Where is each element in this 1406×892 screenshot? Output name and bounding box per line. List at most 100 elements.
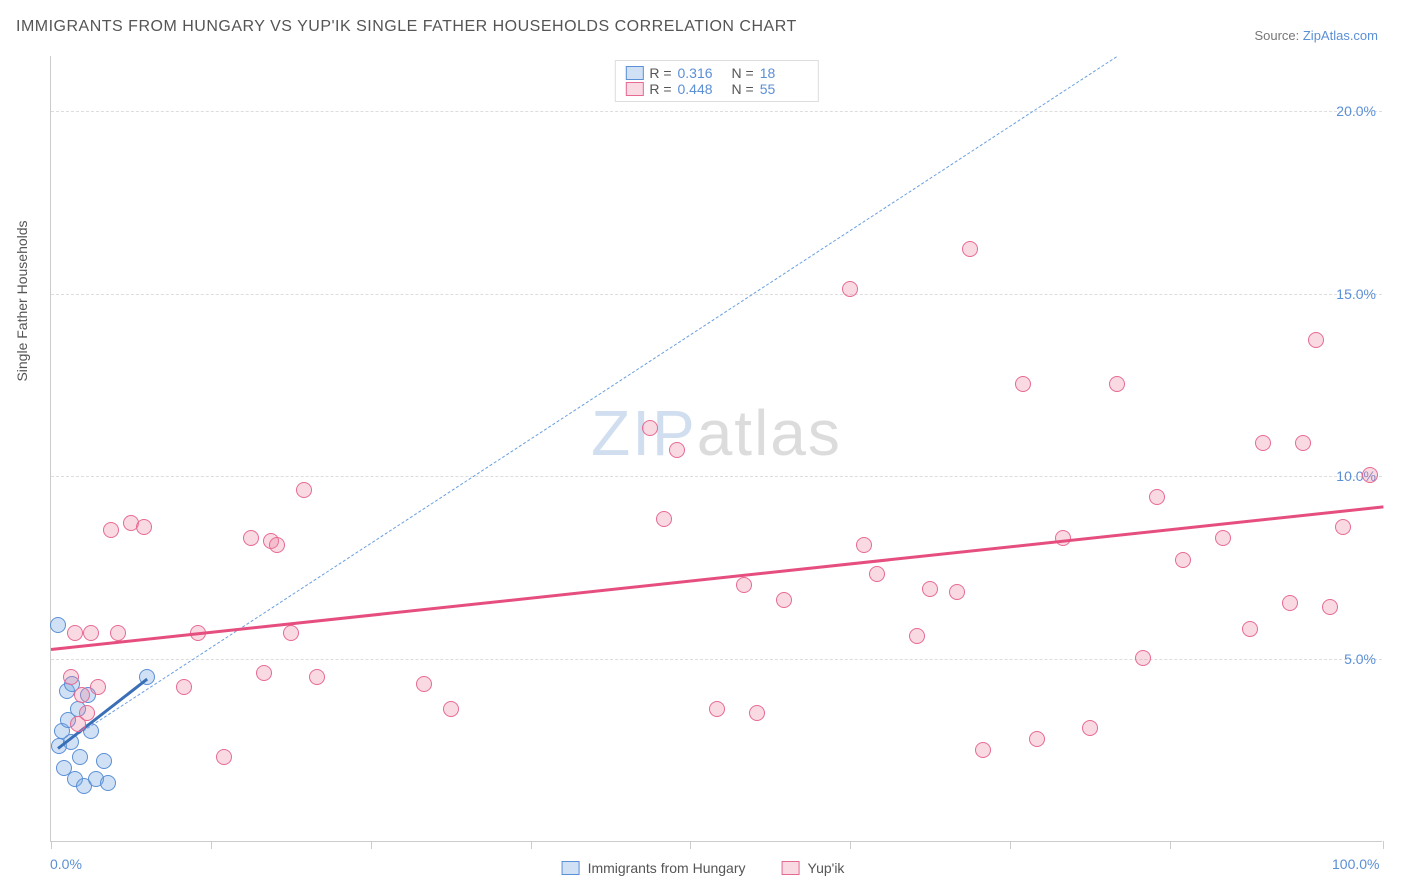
data-point <box>736 577 752 593</box>
x-tick <box>531 841 532 849</box>
data-point <box>283 625 299 641</box>
y-tick-label: 20.0% <box>1336 103 1376 119</box>
data-point <box>50 617 66 633</box>
x-tick <box>1010 841 1011 849</box>
data-point <box>176 679 192 695</box>
data-point <box>72 749 88 765</box>
legend-label: Immigrants from Hungary <box>588 860 746 876</box>
n-label: N = <box>732 81 754 97</box>
data-point <box>416 676 432 692</box>
data-point <box>656 511 672 527</box>
data-point <box>256 665 272 681</box>
data-point <box>1335 519 1351 535</box>
x-tick <box>1383 841 1384 849</box>
gridline <box>51 476 1382 477</box>
data-point <box>1282 595 1298 611</box>
data-point <box>1029 731 1045 747</box>
data-point <box>975 742 991 758</box>
data-point <box>83 625 99 641</box>
data-point <box>1015 376 1031 392</box>
data-point <box>709 701 725 717</box>
legend-label: Yup'ik <box>808 860 845 876</box>
data-point <box>909 628 925 644</box>
legend-swatch <box>562 861 580 875</box>
gridline <box>51 659 1382 660</box>
data-point <box>869 566 885 582</box>
data-point <box>96 753 112 769</box>
r-value: 0.316 <box>678 65 726 81</box>
data-point <box>1135 650 1151 666</box>
data-point <box>962 241 978 257</box>
data-point <box>67 625 83 641</box>
source-attribution: Source: ZipAtlas.com <box>1254 28 1378 43</box>
data-point <box>63 669 79 685</box>
x-axis-label-min: 0.0% <box>50 856 82 872</box>
legend-item: Yup'ik <box>782 860 845 876</box>
data-point <box>110 625 126 641</box>
data-point <box>776 592 792 608</box>
x-tick <box>690 841 691 849</box>
y-tick-label: 5.0% <box>1344 651 1376 667</box>
legend-swatch <box>625 82 643 96</box>
data-point <box>669 442 685 458</box>
x-tick <box>850 841 851 849</box>
data-point <box>309 669 325 685</box>
data-point <box>103 522 119 538</box>
gridline <box>51 111 1382 112</box>
y-axis-title: Single Father Households <box>14 220 30 381</box>
plot-area: ZIPatlas R = 0.316 N = 18 R = 0.448 N = 55 5.0%… <box>50 56 1382 842</box>
watermark: ZIPatlas <box>591 396 842 470</box>
data-point <box>1215 530 1231 546</box>
legend-swatch <box>625 66 643 80</box>
data-point <box>243 530 259 546</box>
x-axis-label-max: 100.0% <box>1332 856 1379 872</box>
correlation-legend-row: R = 0.316 N = 18 <box>625 65 807 81</box>
legend-swatch <box>782 861 800 875</box>
data-point <box>269 537 285 553</box>
data-point <box>79 705 95 721</box>
data-point <box>1082 720 1098 736</box>
r-label: R = <box>649 65 671 81</box>
n-value: 18 <box>760 65 808 81</box>
data-point <box>749 705 765 721</box>
data-point <box>1109 376 1125 392</box>
data-point <box>100 775 116 791</box>
data-point <box>1362 467 1378 483</box>
n-value: 55 <box>760 81 808 97</box>
x-tick <box>51 841 52 849</box>
data-point <box>1322 599 1338 615</box>
legend-item: Immigrants from Hungary <box>562 860 746 876</box>
x-tick <box>1170 841 1171 849</box>
data-point <box>216 749 232 765</box>
data-point <box>949 584 965 600</box>
series-legend: Immigrants from Hungary Yup'ik <box>562 860 845 876</box>
data-point <box>90 679 106 695</box>
data-point <box>296 482 312 498</box>
data-point <box>642 420 658 436</box>
n-label: N = <box>732 65 754 81</box>
data-point <box>856 537 872 553</box>
data-point <box>136 519 152 535</box>
data-point <box>1175 552 1191 568</box>
data-point <box>1149 489 1165 505</box>
data-point <box>922 581 938 597</box>
correlation-legend: R = 0.316 N = 18 R = 0.448 N = 55 <box>614 60 818 102</box>
data-point <box>1308 332 1324 348</box>
data-point <box>1242 621 1258 637</box>
data-point <box>1255 435 1271 451</box>
x-tick <box>371 841 372 849</box>
gridline <box>51 294 1382 295</box>
data-point <box>74 687 90 703</box>
data-point <box>1295 435 1311 451</box>
r-label: R = <box>649 81 671 97</box>
source-link[interactable]: ZipAtlas.com <box>1303 28 1378 43</box>
data-point <box>443 701 459 717</box>
chart-title: IMMIGRANTS FROM HUNGARY VS YUP'IK SINGLE… <box>16 18 797 36</box>
trend-line <box>51 506 1383 652</box>
correlation-legend-row: R = 0.448 N = 55 <box>625 81 807 97</box>
r-value: 0.448 <box>678 81 726 97</box>
x-tick <box>211 841 212 849</box>
source-prefix: Source: <box>1254 28 1302 43</box>
watermark-rest: atlas <box>697 397 842 469</box>
reference-line <box>57 56 1116 748</box>
